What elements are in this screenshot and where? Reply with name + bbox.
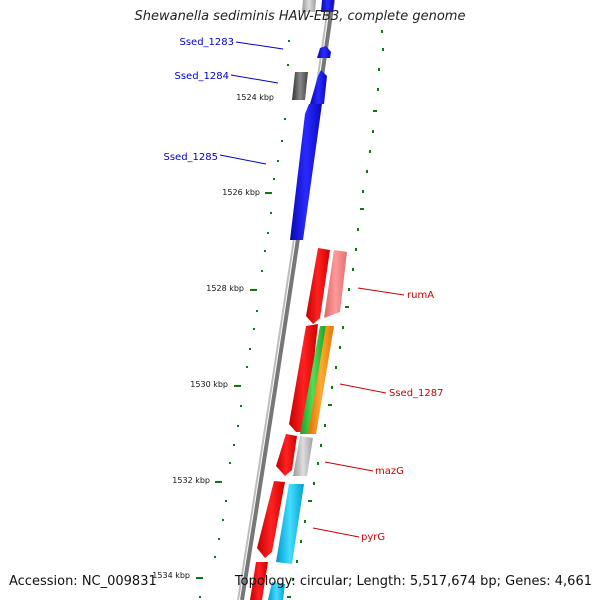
kbp-label: 1534 kbp (152, 571, 190, 580)
kbp-labels: 1524 kbp 1526 kbp 1528 kbp 1530 kbp 1532… (152, 93, 274, 580)
label-ssed1283[interactable]: Ssed_1283 (179, 37, 234, 48)
kbp-label: 1524 kbp (236, 93, 274, 102)
gene-ssed1287-orange[interactable] (308, 326, 334, 434)
gene-ssed1285[interactable] (290, 104, 322, 240)
gene-blue-top (321, 0, 334, 12)
kbp-tick-mark (215, 481, 222, 483)
inner-ticks (287, 30, 384, 598)
gene-rumA[interactable] (324, 250, 347, 318)
leader-ssed1283 (235, 41, 284, 50)
gene-ssed1284[interactable] (310, 70, 327, 104)
label-ssed1285[interactable]: Ssed_1285 (163, 152, 218, 163)
gene-ssed1283[interactable] (317, 46, 331, 58)
kbp-tick-mark (265, 192, 272, 194)
leader-ssed1287 (339, 383, 387, 394)
leader-pyrG (312, 527, 360, 538)
topology-text: Topology: circular; Length: 5,517,674 bp… (234, 574, 592, 589)
gene-ssed1287-green[interactable] (300, 326, 326, 434)
gene-red-bottom-left[interactable] (250, 562, 268, 600)
gene-red-rumA-left[interactable] (306, 248, 330, 324)
label-ssed1284[interactable]: Ssed_1284 (174, 71, 229, 82)
kbp-label: 1532 kbp (172, 476, 210, 485)
label-mazG[interactable]: mazG (375, 466, 404, 477)
gene-red-ssed1287-left[interactable] (289, 324, 318, 432)
accession-text: Accession: NC_009831 (9, 574, 157, 589)
label-ssed1287[interactable]: Ssed_1287 (389, 388, 444, 399)
leader-ssed1284 (230, 74, 279, 84)
gene-pyrG[interactable] (276, 484, 304, 564)
kbp-label: 1526 kbp (222, 188, 260, 197)
inner-strand-genes (268, 0, 347, 600)
kbp-label: 1528 kbp (206, 284, 244, 293)
label-leaders (219, 41, 405, 538)
leader-rumA (357, 287, 405, 296)
kbp-tick-mark (196, 577, 203, 579)
gene-red-mazG-left[interactable] (276, 434, 297, 476)
map-title: Shewanella sediminis HAW-EB3, complete g… (134, 9, 466, 24)
gene-cyan-bottom (268, 582, 285, 600)
label-rumA[interactable]: rumA (407, 290, 434, 301)
leader-mazG (324, 461, 374, 472)
kbp-tick-mark (234, 385, 241, 387)
label-pyrG[interactable]: pyrG (361, 532, 385, 543)
leader-ssed1285 (219, 154, 267, 165)
gene-mazG[interactable] (293, 436, 313, 476)
kbp-tick-mark (250, 289, 257, 291)
gene-labels: Ssed_1283 Ssed_1284 Ssed_1285 rumA Ssed_… (163, 37, 443, 543)
kbp-label: 1530 kbp (190, 380, 228, 389)
gene-dark-ssed1284b (292, 72, 308, 100)
gene-grey-top (302, 0, 316, 12)
gene-red-pyrG-left[interactable] (257, 481, 285, 558)
outer-strand-genes (250, 0, 330, 600)
